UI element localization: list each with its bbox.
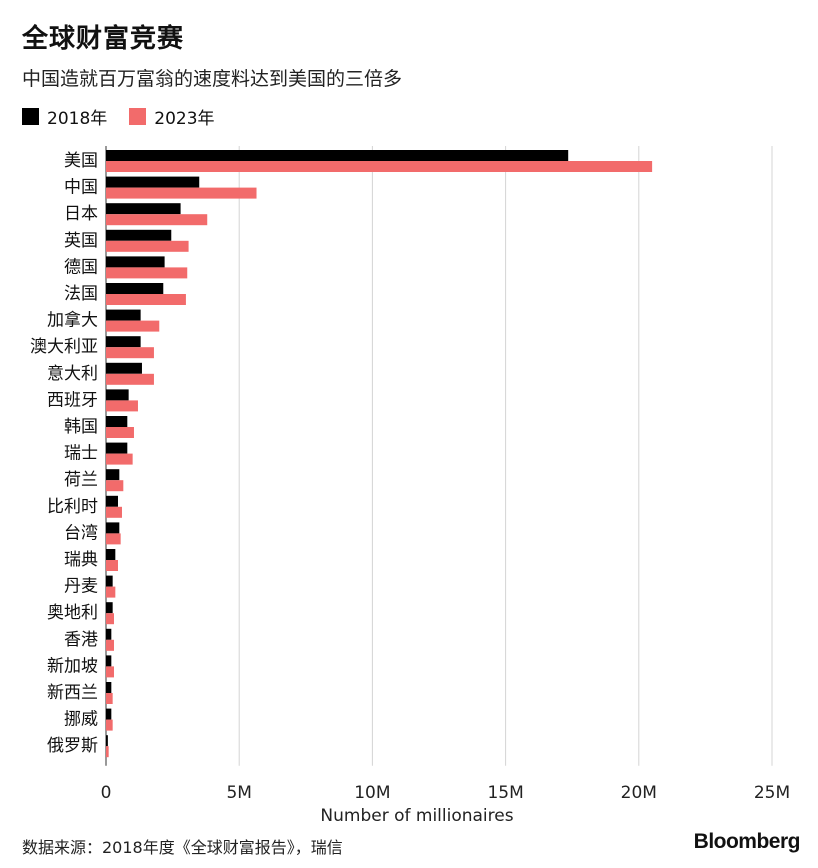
bar-2023 [106,294,186,305]
bar-2018 [106,469,120,481]
category-label: 香港 [64,630,98,650]
bar-2018 [106,549,116,560]
category-label: 德国 [64,257,98,277]
bar-2023 [106,719,113,731]
bar-2023 [106,613,114,625]
legend-label-2023: 2023年 [154,109,215,129]
x-tick-label-10: 10M [354,783,390,800]
category-label: 奥地利 [47,603,98,623]
bar-2018 [106,176,200,188]
bar-2023 [106,427,134,438]
category-label: 新西兰 [47,683,98,703]
bar-2018 [106,309,141,321]
bar-chart: 0 5M 10M 15M 20M 25M 美国中国日本英国德国法国加拿大澳大利亚意大利西班牙… [30,146,790,800]
x-tick-label-25: 25M [754,783,790,800]
bar-2023 [106,746,109,758]
bar-2018 [106,682,112,693]
legend-item-2018: 2018年 [22,104,107,129]
x-tick-label-0: 0 [101,783,112,800]
category-label: 加拿大 [47,310,98,331]
category-label: 英国 [64,231,98,251]
bar-2023 [106,214,208,226]
bar-2018 [106,256,165,268]
bar-2023 [106,693,113,704]
category-label: 美国 [64,151,98,171]
category-label: 日本 [64,204,98,224]
x-tick-label-5: 5M [226,783,251,800]
bar-2018 [106,283,164,294]
category-label: 西班牙 [47,390,98,410]
bar-2018 [106,229,172,241]
category-label: 韩国 [64,417,98,437]
legend-item-2023: 2023年 [129,104,215,129]
bar-2023 [106,639,114,651]
category-label: 台湾 [64,523,98,543]
bar-2023 [106,320,160,332]
bar-2018 [106,442,128,454]
bar-2023 [106,533,121,545]
bar-2018 [106,495,118,507]
x-tick-label-15: 15M [487,783,523,800]
category-label: 俄罗斯 [47,736,98,756]
bar-2023 [106,560,118,571]
category-label: 比利时 [47,497,98,517]
bar-2023 [106,161,653,172]
bar-2023 [106,586,116,598]
category-label: 瑞典 [64,550,98,570]
category-label: 意大利 [47,364,98,384]
bar-2018 [106,522,120,534]
legend: 2018年 2023年 [22,104,237,129]
legend-swatch-2023 [129,108,147,125]
category-label: 中国 [64,178,98,198]
bar-2018 [106,602,113,614]
legend-label-2018: 2018年 [47,109,108,129]
bar-2018 [106,735,108,747]
bar-2018 [106,362,142,374]
bar-2018 [106,150,569,161]
x-axis-label: Number of millionaires [320,806,514,826]
bar-2018 [106,203,181,215]
bar-2018 [106,708,112,720]
bar-2018 [106,389,129,401]
bar-2023 [106,666,114,678]
category-label: 澳大利亚 [30,337,98,357]
bar-2023 [106,267,188,279]
bar-2023 [106,506,122,518]
bar-2018 [106,628,112,640]
bar-2023 [106,187,257,199]
category-label: 法国 [64,284,98,304]
bar-2023 [106,373,154,385]
category-label: 新加坡 [47,656,98,676]
category-label: 荷兰 [64,470,98,490]
source-note: 数据来源：2018年度《全球财富报告》，瑞信 [22,838,343,857]
chart-subtitle: 中国造就百万富翁的速度料达到美国的三倍多 [22,68,403,90]
category-label: 挪威 [64,710,98,730]
bar-2018 [106,336,141,348]
bar-2023 [106,400,138,412]
bar-2018 [106,655,112,667]
x-tick-label-20: 20M [621,783,657,800]
category-label: 瑞士 [64,444,98,464]
bar-2023 [106,347,154,359]
bar-2023 [106,480,124,492]
bloomberg-logo: Bloomberg [693,830,801,853]
legend-swatch-2018 [22,108,39,125]
bar-2018 [106,416,128,427]
bar-2023 [106,240,189,252]
bar-2018 [106,575,113,587]
category-label: 丹麦 [64,577,98,597]
bar-2023 [106,453,133,465]
chart-title: 全球财富竞赛 [22,24,185,54]
